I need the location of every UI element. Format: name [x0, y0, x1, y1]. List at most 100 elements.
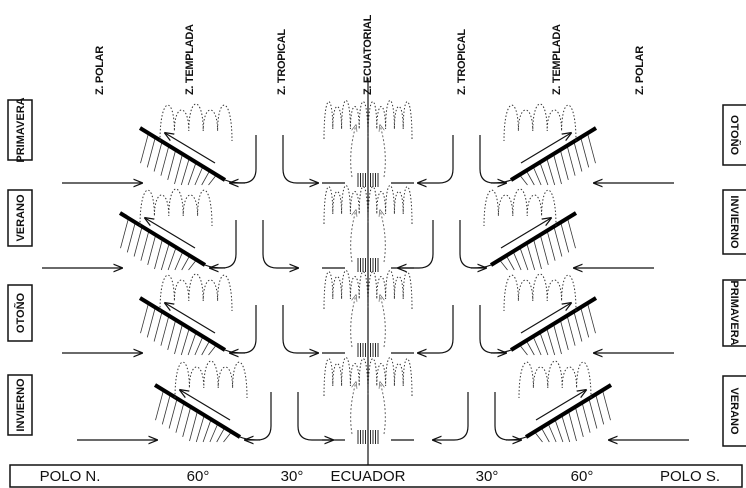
- rain: [519, 174, 528, 186]
- tropical-flow: [230, 305, 257, 353]
- updraft: [350, 295, 356, 348]
- rain: [519, 344, 528, 356]
- rain: [566, 315, 576, 346]
- cloud: [367, 185, 413, 225]
- cloud: [323, 270, 369, 310]
- rain: [187, 162, 197, 186]
- latitude-label: 30°: [476, 468, 499, 485]
- rain: [146, 137, 156, 168]
- cloud: [503, 273, 577, 312]
- rain: [174, 153, 183, 185]
- rain: [160, 145, 170, 176]
- rain: [209, 423, 219, 443]
- rain: [566, 145, 576, 176]
- rain: [201, 170, 211, 186]
- tropical-flow: [479, 135, 506, 183]
- rain: [546, 230, 556, 261]
- front: [138, 126, 227, 182]
- rain: [180, 158, 190, 186]
- row-south: [367, 270, 674, 358]
- cloud: [139, 188, 213, 227]
- rain: [120, 218, 129, 249]
- rain: [161, 394, 171, 425]
- cloud: [518, 360, 592, 399]
- rain: [553, 226, 563, 257]
- rain: [160, 243, 170, 271]
- rain: [223, 431, 232, 443]
- rain: [188, 259, 197, 271]
- rain: [168, 398, 178, 429]
- cloud: [159, 103, 233, 142]
- zone-label: Z. POLAR: [94, 46, 106, 95]
- season-label: OTOÑO: [728, 115, 741, 156]
- season-label: INVIERNO: [728, 195, 740, 249]
- rain: [499, 259, 508, 271]
- zone-label: Z. TROPICAL: [276, 29, 288, 95]
- rain: [539, 332, 549, 356]
- rain: [126, 222, 136, 253]
- rain: [147, 234, 157, 265]
- rain: [153, 141, 163, 172]
- cloud: [323, 185, 369, 225]
- season-label: OTOÑO: [14, 292, 27, 333]
- season-box: [7, 284, 33, 342]
- latitude-label: 60°: [571, 468, 594, 485]
- rain: [216, 427, 226, 443]
- rain: [167, 247, 177, 271]
- tropical-flow: [479, 305, 506, 353]
- zone-label: Z. ECUATORIAL: [362, 14, 374, 95]
- rain: [580, 137, 590, 168]
- front: [509, 296, 598, 352]
- updraft: [350, 382, 356, 435]
- latitude-label: 60°: [187, 468, 210, 485]
- rain: [155, 390, 164, 421]
- tropical-flow: [418, 135, 454, 183]
- front-flow: [145, 218, 196, 249]
- updraft: [380, 382, 386, 435]
- season-box: [7, 99, 33, 161]
- rain: [140, 303, 149, 334]
- cloud: [367, 100, 413, 140]
- row-north: [62, 270, 369, 358]
- rain: [174, 251, 184, 271]
- season-box: [722, 375, 746, 447]
- season-box: [7, 374, 33, 436]
- updraft: [380, 210, 386, 263]
- rain: [567, 218, 576, 249]
- rain: [525, 170, 535, 186]
- rain: [534, 431, 543, 443]
- row-south: [367, 357, 689, 445]
- season-box: [722, 189, 746, 255]
- zone-label: Z. TEMPLADA: [551, 24, 563, 95]
- rain: [208, 174, 217, 186]
- rain: [167, 149, 177, 180]
- rain: [146, 307, 156, 338]
- cloud: [503, 103, 577, 142]
- season-label: PRIMAVERA: [728, 280, 740, 345]
- rain: [561, 415, 571, 443]
- front: [524, 383, 613, 439]
- tropical-flow: [230, 135, 257, 183]
- rain: [202, 419, 212, 443]
- tropical-flow: [282, 135, 318, 183]
- tropical-flow: [459, 220, 486, 268]
- rain: [553, 153, 562, 185]
- rain: [546, 328, 556, 356]
- rain: [540, 427, 550, 443]
- front: [509, 126, 598, 182]
- rain: [559, 149, 569, 180]
- rain: [505, 255, 515, 271]
- row-north: [42, 185, 369, 273]
- cloud: [323, 357, 369, 397]
- rain: [587, 303, 596, 334]
- front-flow: [165, 303, 216, 334]
- tropical-flow: [398, 220, 434, 268]
- tropical-flow: [262, 220, 298, 268]
- cloud: [367, 270, 413, 310]
- rain: [140, 133, 149, 164]
- rain: [525, 340, 535, 356]
- row-south: [367, 185, 654, 273]
- rain: [195, 415, 205, 443]
- rain: [194, 166, 204, 186]
